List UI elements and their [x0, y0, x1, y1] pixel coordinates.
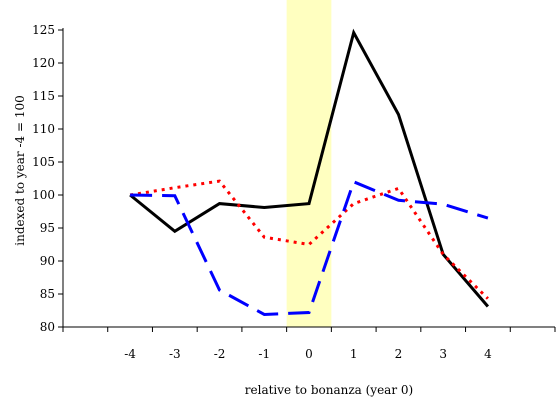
highlight-band	[286, 0, 332, 328]
y-tick-label: 125	[32, 23, 55, 37]
y-axis-title: indexed to year -4 = 100	[13, 95, 27, 245]
y-tick-label: 85	[40, 287, 55, 301]
y-tick-label: 110	[32, 122, 55, 136]
y-tick-label: 115	[32, 89, 55, 103]
x-tick-label: 1	[350, 347, 358, 361]
x-tick-label: 3	[439, 347, 447, 361]
series-line-dotted	[129, 179, 489, 300]
y-tick-label: 120	[32, 56, 55, 70]
x-tick-label: 2	[395, 347, 403, 361]
y-tick-label: 100	[32, 188, 55, 202]
x-tick-label: 4	[484, 347, 492, 361]
series-layer	[129, 28, 490, 317]
series-line-solid	[129, 28, 490, 308]
highlight-band-layer	[286, 0, 332, 328]
x-tick-label: -4	[124, 347, 136, 361]
x-tick-label: 0	[305, 347, 313, 361]
x-tick-label: -1	[258, 347, 270, 361]
y-tick-label: 80	[40, 320, 55, 334]
x-tick-label: -3	[169, 347, 181, 361]
axes	[58, 28, 556, 332]
x-axis-title: relative to bonanza (year 0)	[245, 383, 413, 397]
y-tick-label: 95	[40, 221, 55, 235]
y-tick-label: 90	[40, 254, 55, 268]
series-line-dashed	[130, 179, 489, 317]
tick-labels-layer: 80 85 90 95 100 105 110 115 120 125 -4 -3 -2 -1 0 1 2 3 4	[32, 23, 492, 361]
x-tick-label: -2	[214, 347, 226, 361]
y-tick-label: 105	[32, 155, 55, 169]
